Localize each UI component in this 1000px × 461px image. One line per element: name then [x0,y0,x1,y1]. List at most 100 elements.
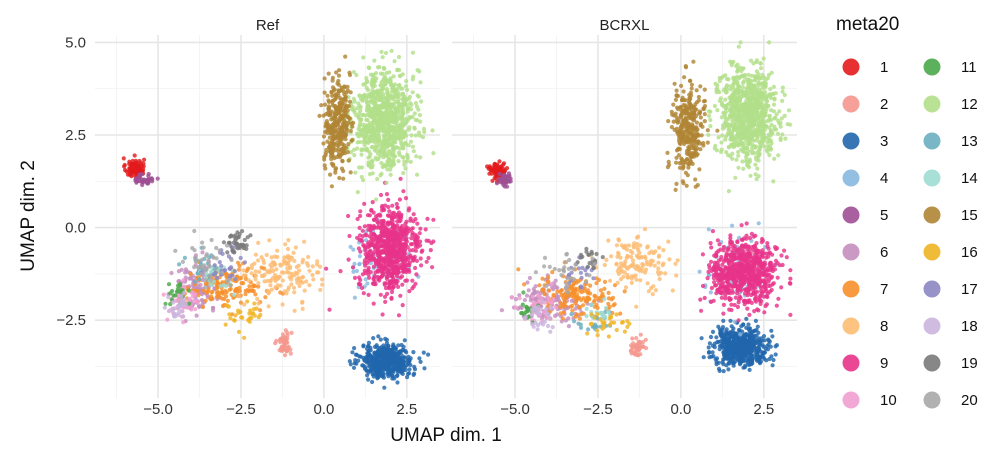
data-point [409,242,413,246]
data-point [362,261,366,265]
data-point [566,316,570,320]
data-point [286,247,290,251]
data-point [336,93,340,97]
data-point [592,294,596,298]
data-point [353,171,357,175]
data-point [230,258,234,262]
data-point [376,277,380,281]
cluster-9-points [698,221,792,322]
data-point [335,122,339,126]
data-point [256,281,260,285]
data-point [375,133,379,137]
data-point [411,145,415,149]
data-point [405,88,409,92]
data-point [360,238,364,242]
data-point [389,296,393,300]
data-point [297,264,301,268]
data-point [256,241,260,245]
data-point [184,302,188,306]
data-point [738,358,742,362]
data-point [391,162,395,166]
data-point [533,290,537,294]
data-point [753,334,757,338]
data-point [505,185,509,189]
data-point [502,161,506,165]
data-point [395,94,399,98]
data-point [649,250,653,254]
data-point [363,224,367,228]
data-point [376,120,380,124]
data-point [546,279,550,283]
data-point [246,267,250,271]
data-point [138,179,142,183]
data-point [716,325,720,329]
data-point [330,149,334,153]
data-point [418,155,422,159]
data-point [735,334,739,338]
data-point [406,258,410,262]
data-point [619,261,623,265]
data-point [411,51,415,55]
data-point [387,70,391,74]
data-point [206,289,210,293]
data-point [727,352,731,356]
data-point [651,284,655,288]
data-point [350,125,354,129]
data-point [267,290,271,294]
data-point [411,248,415,252]
data-point [375,352,379,356]
data-point [719,257,723,261]
data-point [133,153,137,157]
data-point [260,255,264,259]
data-point [380,116,384,120]
data-point [181,320,185,324]
data-point [634,278,638,282]
data-point [395,223,399,227]
data-point [730,224,734,228]
data-point [237,294,241,298]
data-point [385,90,389,94]
data-point [401,72,405,76]
data-point [649,259,653,263]
data-point [358,140,362,144]
data-point [402,102,406,106]
data-point [397,84,401,88]
data-point [369,93,373,97]
data-point [561,305,565,309]
data-point [422,130,426,134]
data-point [364,76,368,80]
data-point [348,73,352,77]
data-point [707,345,711,349]
data-point [578,289,582,293]
data-point [196,266,200,270]
data-point [372,102,376,106]
data-point [243,238,247,242]
data-point [560,293,564,297]
data-point [352,366,356,370]
data-point [307,283,311,287]
data-point [774,352,778,356]
data-point [252,262,256,266]
data-point [394,279,398,283]
data-point [242,336,246,340]
data-point [554,285,558,289]
data-point [746,338,750,342]
data-point [218,248,222,252]
data-point [238,310,242,314]
data-point [189,276,193,280]
data-point [368,213,372,217]
data-point [343,55,347,59]
data-point [398,350,402,354]
data-point [359,153,363,157]
data-point [281,302,285,306]
data-point [362,202,366,206]
data-point [703,296,707,300]
data-point [756,325,760,329]
data-point [327,308,331,312]
data-point [367,66,371,70]
data-point [331,164,335,168]
data-point [418,80,422,84]
data-point [353,296,357,300]
data-point [701,284,705,288]
